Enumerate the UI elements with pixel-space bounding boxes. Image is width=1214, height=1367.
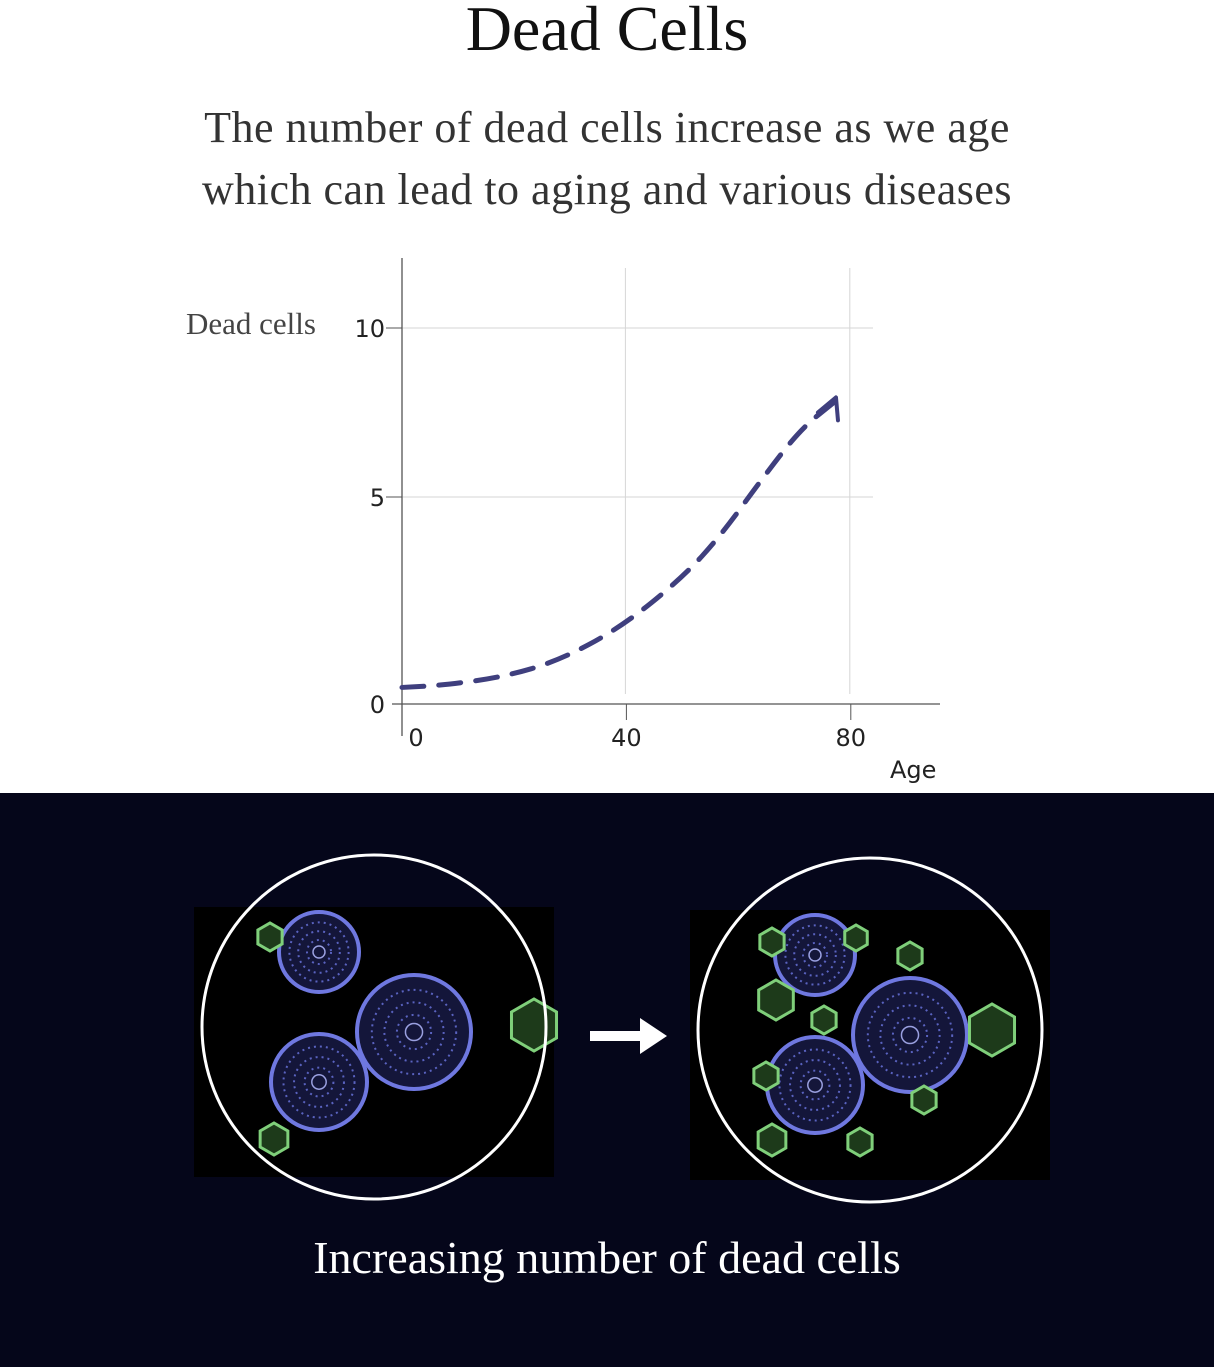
dead-cell	[843, 923, 869, 953]
y-tick-label: 10	[354, 315, 385, 343]
y-tick-label: 5	[370, 484, 385, 512]
dashed-curve	[399, 399, 837, 690]
y-axis-label: Dead cells	[186, 306, 316, 341]
ticks: 0 5 10 0 40 80	[354, 315, 866, 752]
magnifier-circle	[200, 853, 548, 1201]
cell-illustration	[194, 853, 1050, 1204]
healthy-cell	[765, 1035, 865, 1135]
healthy-cell	[355, 973, 473, 1091]
series-line	[399, 395, 840, 690]
dead-cell	[757, 978, 795, 1022]
dead-cell	[967, 1002, 1017, 1058]
dead-cell	[756, 1122, 788, 1158]
subtitle-line-2: which can lead to aging and various dise…	[201, 165, 1013, 214]
x-axis-label: Age	[890, 756, 936, 784]
dead-cell	[896, 940, 924, 972]
dead-cell	[758, 926, 786, 958]
dead-cell	[846, 1126, 874, 1158]
y-tick-label: 0	[370, 691, 385, 719]
subtitle-line-1: The number of dead cells increase as we …	[204, 103, 1010, 152]
dead-cell	[258, 1121, 290, 1157]
x-tick-label: 80	[836, 724, 867, 752]
grid	[402, 268, 873, 694]
dead-cell	[810, 1004, 838, 1036]
arrowhead-icon	[815, 395, 840, 423]
x-tick-label: 0	[408, 724, 423, 752]
healthy-cell	[269, 1032, 369, 1132]
illustration-panel: Increasing number of dead cells	[0, 793, 1214, 1367]
dead-cells-chart: 0 5 10 0 40 80 Dead cells Age	[186, 258, 940, 784]
healthy-cell	[277, 910, 361, 994]
healthy-cell	[773, 913, 857, 997]
healthy-cell	[851, 976, 969, 1094]
magnifier-circle	[696, 856, 1044, 1204]
dead-cell	[509, 997, 559, 1053]
dead-cell	[910, 1084, 938, 1116]
right-arrow-icon	[590, 1018, 667, 1054]
dead-cell	[256, 921, 284, 953]
dead-cell	[752, 1060, 780, 1092]
page-title: Dead Cells	[465, 0, 749, 64]
illustration-caption: Increasing number of dead cells	[313, 1232, 901, 1283]
x-tick-label: 40	[611, 724, 642, 752]
